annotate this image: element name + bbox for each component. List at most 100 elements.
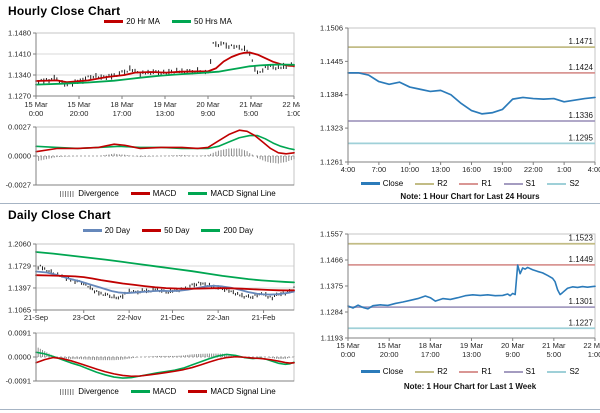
- legend-label: MACD Signal Line: [210, 387, 276, 396]
- hourly-ma-legend: 20 Hr MA 50 Hrs MA: [0, 17, 300, 26]
- line-swatch-icon: [172, 20, 191, 23]
- horizontal-divider-bottom: [0, 409, 600, 410]
- svg-text:-0.0027: -0.0027: [6, 181, 31, 190]
- svg-text:22 Mar: 22 Mar: [583, 341, 600, 350]
- legend-label: S2: [569, 179, 580, 188]
- legend-label: R2: [437, 179, 448, 188]
- svg-text:1.1384: 1.1384: [320, 90, 343, 99]
- svg-text:4:00: 4:00: [588, 165, 600, 174]
- svg-text:9:00: 9:00: [201, 109, 216, 118]
- legend-item: 200 Day: [201, 226, 253, 235]
- legend-label: S1: [525, 367, 536, 376]
- legend-label: S2: [569, 367, 580, 376]
- legend-label: 20 Day: [104, 226, 131, 235]
- svg-text:1.1424: 1.1424: [569, 63, 594, 72]
- legend-item: MACD Signal Line: [188, 189, 276, 198]
- legend-label: Divergence: [78, 189, 119, 198]
- svg-text:0.0027: 0.0027: [8, 123, 31, 132]
- line-swatch-icon: [82, 229, 102, 232]
- svg-text:7:00: 7:00: [372, 165, 387, 174]
- svg-text:15 Mar: 15 Mar: [24, 100, 48, 109]
- svg-text:21-Sep: 21-Sep: [24, 313, 48, 322]
- svg-text:1.1506: 1.1506: [320, 24, 343, 33]
- line-swatch-icon: [415, 370, 435, 373]
- svg-text:1:00: 1:00: [557, 165, 572, 174]
- svg-text:4:00: 4:00: [341, 165, 356, 174]
- svg-text:1.1466: 1.1466: [320, 256, 343, 265]
- svg-text:15 Mar: 15 Mar: [67, 100, 91, 109]
- note-last-1-week: Note: 1 Hour Chart for Last 1 Week: [403, 382, 537, 391]
- line-swatch-icon: [201, 229, 221, 232]
- svg-text:1.1471: 1.1471: [569, 37, 594, 46]
- svg-text:0.0000: 0.0000: [8, 353, 31, 362]
- svg-text:1.1336: 1.1336: [569, 111, 594, 120]
- svg-text:21 Mar: 21 Mar: [239, 100, 263, 109]
- legend-item: MACD Signal Line: [188, 387, 276, 396]
- daily-chart-title: Daily Close Chart: [8, 208, 111, 222]
- svg-text:15 Mar: 15 Mar: [336, 341, 360, 350]
- line-swatch-icon: [415, 182, 435, 185]
- svg-text:1.1480: 1.1480: [8, 29, 31, 38]
- svg-text:0:00: 0:00: [341, 350, 356, 359]
- line-swatch-icon: [130, 390, 150, 393]
- svg-text:1.1323: 1.1323: [320, 124, 343, 133]
- line-swatch-icon: [188, 390, 208, 393]
- svg-text:0.0000: 0.0000: [8, 152, 31, 161]
- legend-item: Divergence: [60, 189, 119, 198]
- hourly-close-24h-plot: 1.1471 1.1424 1.1336 1.1295 1.1506 1.1445 1.13…: [320, 24, 600, 175]
- svg-text:13:00: 13:00: [156, 109, 175, 118]
- svg-text:1.1340: 1.1340: [8, 71, 31, 80]
- svg-text:22-Nov: 22-Nov: [117, 313, 141, 322]
- svg-text:18 Mar: 18 Mar: [419, 341, 443, 350]
- legend-item: S2: [547, 179, 579, 188]
- svg-text:1.1065: 1.1065: [8, 306, 31, 315]
- hourly-macd-legend: Divergence MACD MACD Signal Line: [0, 189, 300, 198]
- svg-text:19 Mar: 19 Mar: [153, 100, 177, 109]
- legend-item: 50 Hrs MA: [172, 17, 232, 26]
- svg-text:21 Mar: 21 Mar: [542, 341, 566, 350]
- svg-text:17:00: 17:00: [113, 109, 132, 118]
- legend-item: Divergence: [60, 387, 119, 396]
- legend-item: S1: [503, 179, 535, 188]
- svg-text:15 Mar: 15 Mar: [378, 341, 402, 350]
- svg-text:1.1284: 1.1284: [320, 308, 343, 317]
- svg-text:16:00: 16:00: [462, 165, 481, 174]
- svg-text:1.1270: 1.1270: [8, 92, 31, 101]
- line-swatch-icon: [188, 192, 208, 195]
- hourly-chart-title: Hourly Close Chart: [8, 4, 121, 18]
- daily-ma-legend: 20 Day 50 Day 200 Day: [0, 226, 300, 235]
- legend-label: R1: [481, 179, 492, 188]
- svg-text:22-Jan: 22-Jan: [207, 313, 230, 322]
- svg-text:1.1193: 1.1193: [321, 334, 343, 343]
- svg-text:5:00: 5:00: [244, 109, 259, 118]
- legend-label: MACD: [152, 189, 177, 198]
- svg-text:21-Dec: 21-Dec: [160, 313, 184, 322]
- svg-text:20 Mar: 20 Mar: [196, 100, 220, 109]
- svg-text:1.1295: 1.1295: [569, 133, 594, 142]
- legend-item: R2: [415, 367, 447, 376]
- legend-item: 50 Day: [142, 226, 189, 235]
- legend-label: 200 Day: [223, 226, 254, 235]
- svg-text:1.2060: 1.2060: [8, 240, 31, 249]
- svg-text:0.0091: 0.0091: [8, 329, 31, 338]
- divergence-swatch-icon: [60, 388, 76, 395]
- legend-item: Close: [360, 367, 403, 376]
- svg-text:1.1227: 1.1227: [569, 318, 594, 327]
- svg-text:13:00: 13:00: [431, 165, 450, 174]
- line-swatch-icon: [142, 229, 162, 232]
- legend-label: MACD: [152, 387, 177, 396]
- svg-text:19:00: 19:00: [493, 165, 512, 174]
- legend-item: R2: [415, 179, 447, 188]
- legend-item: S1: [503, 367, 536, 376]
- svg-text:23-Oct: 23-Oct: [72, 313, 95, 322]
- svg-text:1.1261: 1.1261: [320, 158, 343, 167]
- line-swatch-icon: [547, 370, 567, 373]
- line-swatch-icon: [360, 370, 380, 373]
- daily-macd-plot: 0.0091 0.0000 -0.0091: [6, 329, 295, 386]
- svg-text:1:00: 1:00: [588, 350, 600, 359]
- legend-item: Close: [360, 179, 403, 188]
- line-swatch-icon: [459, 182, 479, 185]
- svg-text:0:00: 0:00: [29, 109, 44, 118]
